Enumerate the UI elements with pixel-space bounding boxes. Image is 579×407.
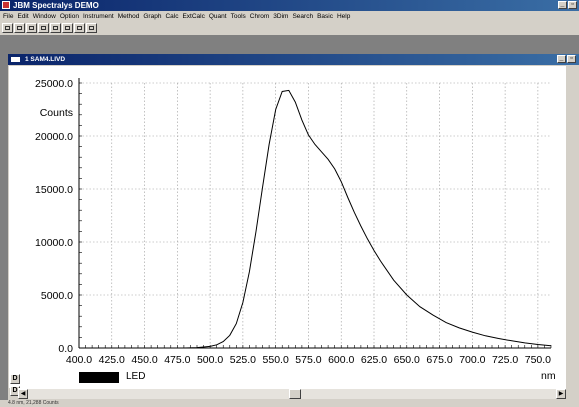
horizontal-scrollbar[interactable]: ◀ ▶ bbox=[18, 388, 566, 399]
plot-area[interactable]: 400.0 425.0 450.0 475.0 500.0 525.0 550.0 575.0… bbox=[9, 66, 566, 388]
menu-item-quant[interactable]: Quant bbox=[208, 13, 227, 20]
x-tick-label: 475.0 bbox=[164, 354, 190, 366]
x-tick-label: 725.0 bbox=[492, 354, 518, 366]
menu-item-calc[interactable]: Calc bbox=[165, 13, 179, 20]
toolbar-save-button[interactable] bbox=[14, 23, 25, 33]
x-tick-label: 500.0 bbox=[197, 354, 223, 366]
x-tick-label: 750.0 bbox=[525, 354, 551, 366]
y-tick-label: 25000.0 bbox=[35, 78, 73, 90]
toolbar-copy-button[interactable] bbox=[26, 23, 37, 33]
y-tick-label: 10000.0 bbox=[35, 237, 73, 249]
series-line-led bbox=[79, 89, 552, 349]
menu-item-search[interactable]: Search bbox=[292, 13, 314, 20]
toolbar-spectrum-button[interactable] bbox=[86, 23, 97, 33]
toolbar-zoom-button[interactable] bbox=[50, 23, 61, 33]
toolbar-layout-button[interactable] bbox=[62, 23, 73, 33]
app-icon bbox=[2, 1, 10, 9]
scroll-thumb[interactable] bbox=[289, 389, 301, 399]
restore-button[interactable]: ▫ bbox=[568, 1, 577, 9]
minimize-button[interactable]: _ bbox=[558, 1, 567, 9]
x-tick-label: 600.0 bbox=[328, 354, 354, 366]
menu-item-3dim[interactable]: 3Dim bbox=[273, 13, 289, 20]
scroll-left-arrow-icon[interactable]: ◀ bbox=[18, 389, 28, 399]
x-tick-label: 525.0 bbox=[230, 354, 256, 366]
menu-item-graph[interactable]: Graph bbox=[143, 13, 162, 20]
app-title: JBM Spectralys DEMO bbox=[13, 1, 99, 10]
scroll-right-arrow-icon[interactable]: ▶ bbox=[556, 389, 566, 399]
table-icon bbox=[77, 26, 82, 30]
menu-item-basic[interactable]: Basic bbox=[317, 13, 333, 20]
copy-icon bbox=[29, 26, 34, 30]
menu-item-tools[interactable]: Tools bbox=[230, 13, 246, 20]
toolbar-print-button[interactable] bbox=[38, 23, 49, 33]
app-title-bar: JBM Spectralys DEMO _ ▫ bbox=[0, 0, 579, 11]
x-tick-label: 450.0 bbox=[131, 354, 157, 366]
spectrum-window-title-bar: 1 SAM4.LIVD _ ▫ bbox=[8, 54, 579, 65]
toolbar-table-button[interactable] bbox=[74, 23, 85, 33]
x-tick-label: 625.0 bbox=[361, 354, 387, 366]
legend-label: LED bbox=[126, 371, 146, 382]
status-bar: 4.8 nm, 21,288 Counts bbox=[0, 400, 579, 407]
spectrum-chart: 400.0 425.0 450.0 475.0 500.0 525.0 550.0 575.0… bbox=[35, 78, 556, 382]
window-icon bbox=[11, 57, 20, 62]
menu-bar: File Edit Window Option Instrument Method Grap… bbox=[0, 11, 579, 22]
y-tick-label: 0.0 bbox=[58, 343, 73, 355]
menu-item-window[interactable]: Window bbox=[32, 13, 56, 20]
legend-swatch bbox=[79, 372, 119, 383]
menu-item-method[interactable]: Method bbox=[117, 13, 140, 20]
y-axis-label: Counts bbox=[40, 107, 73, 119]
y-tick-label: 15000.0 bbox=[35, 184, 73, 196]
child-restore-button[interactable]: ▫ bbox=[567, 55, 576, 63]
menu-item-edit[interactable]: Edit bbox=[17, 13, 29, 20]
menu-item-file[interactable]: File bbox=[3, 13, 14, 20]
x-tick-label: 675.0 bbox=[426, 354, 452, 366]
menu-item-chrom[interactable]: Chrom bbox=[249, 13, 270, 20]
zoom-icon bbox=[53, 26, 58, 30]
x-tick-label: 575.0 bbox=[295, 354, 321, 366]
open-icon bbox=[5, 26, 10, 30]
d-button-top[interactable]: D bbox=[10, 374, 20, 384]
vertical-scrollbar[interactable] bbox=[566, 66, 579, 388]
x-tick-label: 400.0 bbox=[66, 354, 92, 366]
x-tick-label: 425.0 bbox=[99, 354, 125, 366]
menu-item-option[interactable]: Option bbox=[59, 13, 79, 20]
menu-item-instrument[interactable]: Instrument bbox=[82, 13, 114, 20]
save-icon bbox=[17, 26, 22, 30]
toolbar-open-button[interactable] bbox=[2, 23, 13, 33]
status-text: 4.8 nm, 21,288 Counts bbox=[8, 400, 59, 406]
x-axis-label: nm bbox=[541, 370, 556, 382]
spectrum-window-title: 1 SAM4.LIVD bbox=[25, 56, 66, 63]
x-tick-label: 550.0 bbox=[263, 354, 289, 366]
spectrum-icon bbox=[89, 26, 94, 30]
child-minimize-button[interactable]: _ bbox=[557, 55, 566, 63]
x-tick-label: 650.0 bbox=[394, 354, 420, 366]
layout-icon bbox=[65, 26, 70, 30]
menu-item-extcalc[interactable]: ExtCalc bbox=[182, 13, 205, 20]
y-tick-label: 20000.0 bbox=[35, 131, 73, 143]
toolbar bbox=[0, 22, 579, 36]
menu-item-help[interactable]: Help bbox=[336, 13, 351, 20]
x-tick-label: 700.0 bbox=[459, 354, 485, 366]
y-tick-label: 5000.0 bbox=[41, 290, 73, 302]
print-icon bbox=[41, 26, 46, 30]
